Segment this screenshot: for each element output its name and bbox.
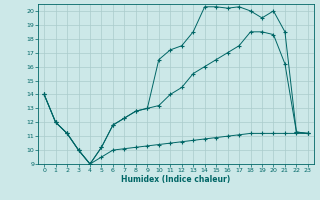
X-axis label: Humidex (Indice chaleur): Humidex (Indice chaleur) <box>121 175 231 184</box>
